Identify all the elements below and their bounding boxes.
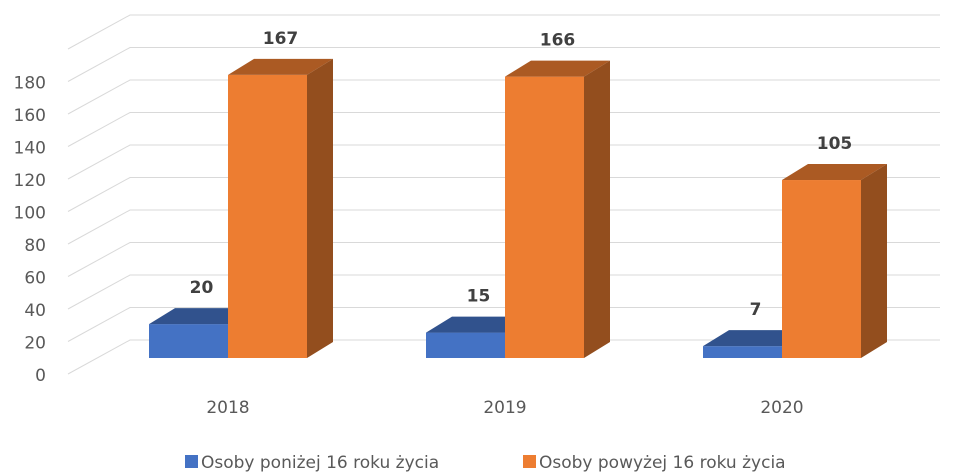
y-tick-label: 180 bbox=[14, 74, 46, 94]
x-tick-label: 2019 bbox=[483, 398, 526, 418]
grid-line bbox=[67, 274, 940, 310]
bar-front bbox=[782, 180, 861, 358]
y-tick-label: 120 bbox=[14, 171, 46, 191]
y-tick-label: 140 bbox=[14, 139, 46, 159]
y-tick-label: 20 bbox=[24, 334, 46, 354]
bar-side bbox=[307, 58, 333, 359]
legend-label: Osoby poniżej 16 roku życia bbox=[201, 453, 439, 473]
grid-line bbox=[67, 79, 940, 115]
legend-swatch bbox=[185, 455, 198, 468]
y-tick-label: 60 bbox=[24, 269, 46, 289]
y-tick-label: 40 bbox=[24, 301, 46, 321]
value-label: 166 bbox=[540, 31, 576, 51]
y-tick-label: 80 bbox=[24, 236, 46, 256]
x-tick-label: 2018 bbox=[206, 398, 249, 418]
value-label: 105 bbox=[817, 134, 853, 154]
grid-line bbox=[67, 112, 940, 147]
bar-front bbox=[505, 76, 584, 358]
value-label: 15 bbox=[467, 287, 491, 307]
bar-front bbox=[426, 332, 505, 358]
bar bbox=[505, 60, 610, 358]
bar-top bbox=[703, 330, 808, 347]
bar-front bbox=[149, 324, 228, 358]
bar-side bbox=[584, 60, 610, 358]
grid-line bbox=[67, 209, 940, 245]
grid-line bbox=[67, 144, 940, 180]
value-label: 20 bbox=[190, 278, 214, 298]
y-tick-label: 100 bbox=[14, 204, 46, 224]
value-label: 7 bbox=[750, 300, 762, 320]
value-label: 167 bbox=[263, 29, 299, 49]
bar-top bbox=[228, 58, 333, 75]
bar-top bbox=[149, 308, 254, 325]
grid-line bbox=[67, 339, 940, 375]
y-tick-label: 0 bbox=[35, 366, 46, 386]
bar-front bbox=[228, 74, 307, 358]
grid-line bbox=[67, 47, 940, 82]
bar-front bbox=[703, 346, 782, 358]
x-tick-label: 2020 bbox=[760, 398, 803, 418]
bar bbox=[228, 58, 333, 359]
grid-line bbox=[67, 307, 940, 342]
wall-top bbox=[67, 14, 940, 50]
legend-label: Osoby powyżej 16 roku życia bbox=[539, 453, 786, 473]
grid-line bbox=[67, 177, 940, 212]
y-tick-label: 160 bbox=[14, 106, 46, 126]
bar-top bbox=[505, 60, 610, 77]
bar-top bbox=[426, 316, 531, 333]
bar-side bbox=[861, 164, 887, 358]
grid-line bbox=[67, 242, 940, 277]
bar-top bbox=[782, 164, 887, 181]
bar bbox=[782, 164, 887, 358]
legend-swatch bbox=[523, 455, 536, 468]
